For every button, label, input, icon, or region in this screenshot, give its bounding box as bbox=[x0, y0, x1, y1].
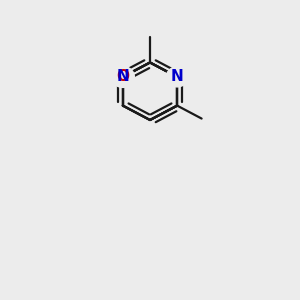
Circle shape bbox=[166, 67, 188, 87]
Text: N: N bbox=[116, 69, 129, 84]
Text: N: N bbox=[171, 69, 184, 84]
Circle shape bbox=[111, 66, 134, 87]
Circle shape bbox=[112, 67, 134, 87]
Text: O: O bbox=[116, 69, 129, 84]
